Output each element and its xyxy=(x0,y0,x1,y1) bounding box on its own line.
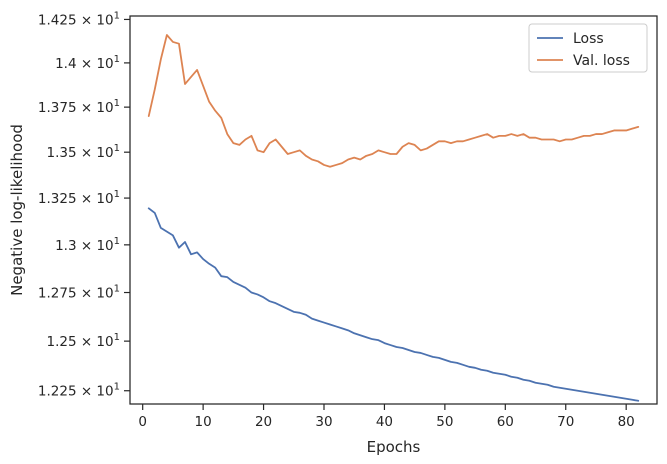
y-tick-label: 1.4 × 101 xyxy=(55,54,120,72)
y-tick-label: 1.275 × 101 xyxy=(38,284,120,302)
y-tick-label: 1.35 × 101 xyxy=(46,143,120,161)
y-tick-label: 1.325 × 101 xyxy=(38,189,120,207)
y-tick-label: 1.3 × 101 xyxy=(55,236,120,254)
legend-label: Val. loss xyxy=(573,53,630,69)
axes-frame xyxy=(129,15,658,405)
series-line-1 xyxy=(147,207,640,402)
x-tick-label: 20 xyxy=(255,414,272,430)
x-tick-label: 50 xyxy=(436,414,453,430)
legend: Loss Val. loss xyxy=(528,23,648,73)
x-tick-label: 10 xyxy=(195,414,212,430)
x-tick-label: 80 xyxy=(618,414,635,430)
series-line-2 xyxy=(147,34,640,168)
x-axis-label: Epochs xyxy=(367,438,421,456)
x-tick-label: 0 xyxy=(138,414,147,430)
x-tick-label: 60 xyxy=(497,414,514,430)
legend-label: Loss xyxy=(573,31,604,47)
y-axis-ticks: 1.225 × 101 1.25 × 101 1.275 × 101 1.3 × 10… xyxy=(38,10,130,400)
y-axis-label: Negative log-likelihood xyxy=(8,124,26,296)
y-tick-label: 1.225 × 101 xyxy=(38,382,120,400)
x-tick-label: 40 xyxy=(376,414,393,430)
y-tick-label: 1.425 × 101 xyxy=(38,10,120,28)
x-tick-label: 30 xyxy=(315,414,332,430)
x-tick-label: 70 xyxy=(557,414,574,430)
series-layer xyxy=(147,34,640,402)
y-tick-label: 1.375 × 101 xyxy=(38,98,120,116)
y-tick-label: 1.25 × 101 xyxy=(46,332,120,350)
x-axis-ticks: 0 10 20 30 40 50 60 70 80 xyxy=(138,404,635,430)
